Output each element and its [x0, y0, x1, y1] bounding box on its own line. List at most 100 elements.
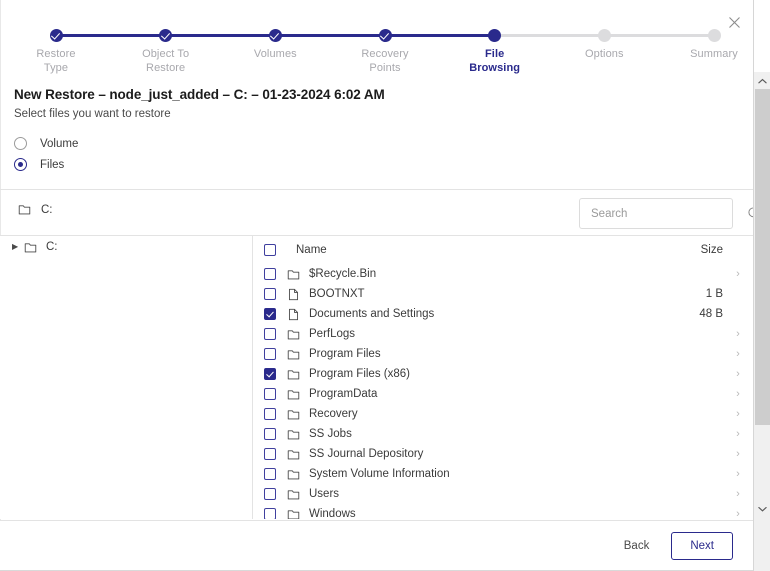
file-list-row[interactable]: Documents and Settings 48 B	[254, 304, 753, 324]
file-list-row[interactable]: ProgramData ›	[254, 384, 753, 404]
chevron-right-icon[interactable]: ›	[736, 268, 740, 280]
file-list-row[interactable]: $Recycle.Bin ›	[254, 264, 753, 284]
stepper-step-volumes[interactable]: Volumes	[220, 26, 330, 61]
stepper-step-restore-type[interactable]: Restore Type	[1, 26, 111, 75]
caret-right-icon[interactable]: ▶	[12, 242, 19, 251]
row-checkbox[interactable]	[264, 388, 276, 400]
row-checkbox[interactable]	[264, 328, 276, 340]
row-name: Recovery	[309, 408, 358, 420]
stepper-step-label: Options	[585, 48, 624, 60]
row-checkbox[interactable]	[264, 428, 276, 440]
radio-volume-indicator[interactable]	[14, 137, 27, 150]
wizard-stepper: Restore Type Object To Restore Volumes Recove…	[0, 26, 753, 74]
row-name: $Recycle.Bin	[309, 268, 377, 280]
tree-node[interactable]: ▶ C:	[0, 236, 252, 258]
next-button[interactable]: Next	[671, 531, 733, 560]
file-list-row[interactable]: Recovery ›	[254, 404, 753, 424]
file-list-panel: Name Size $Recycle.Bin › BOOTNXT 1 B Documen…	[254, 236, 753, 519]
folder-icon	[287, 508, 300, 520]
file-list-row[interactable]: Program Files ›	[254, 344, 753, 364]
chevron-right-icon[interactable]: ›	[736, 328, 740, 340]
scroll-up-icon[interactable]	[754, 72, 770, 89]
folder-icon	[287, 488, 300, 501]
search-input[interactable]	[589, 206, 747, 221]
row-name: System Volume Information	[309, 468, 450, 480]
radio-option-volume[interactable]: Volume	[14, 137, 78, 150]
row-name: Program Files (x86)	[309, 368, 410, 380]
folder-icon	[24, 241, 37, 254]
radio-volume-label: Volume	[40, 137, 79, 150]
select-all-checkbox[interactable]	[264, 244, 276, 256]
file-list-row[interactable]: Program Files (x86) ›	[254, 364, 753, 384]
check-icon	[268, 29, 282, 42]
row-checkbox[interactable]	[264, 448, 276, 460]
folder-icon	[287, 428, 300, 441]
row-name: SS Jobs	[309, 428, 352, 440]
step-dot-icon	[488, 29, 502, 42]
stepper-step-options[interactable]: Options	[549, 26, 659, 61]
row-size: 48 B	[699, 308, 723, 320]
scroll-down-icon[interactable]	[754, 500, 770, 517]
folder-icon	[287, 408, 300, 421]
chevron-right-icon[interactable]: ›	[736, 388, 740, 400]
row-checkbox[interactable]	[264, 288, 276, 300]
file-list-row[interactable]: BOOTNXT 1 B	[254, 284, 753, 304]
file-list-row[interactable]: SS Jobs ›	[254, 424, 753, 444]
back-button[interactable]: Back	[614, 534, 660, 558]
file-list-row[interactable]: System Volume Information ›	[254, 464, 753, 484]
file-list-row[interactable]: PerfLogs ›	[254, 324, 753, 344]
chevron-right-icon[interactable]: ›	[736, 428, 740, 440]
row-checkbox[interactable]	[264, 308, 276, 320]
file-icon	[287, 308, 300, 321]
file-list-row[interactable]: SS Journal Depository ›	[254, 444, 753, 464]
stepper-step-object-to-restore[interactable]: Object To Restore	[111, 26, 221, 75]
breadcrumb-path: C:	[41, 203, 53, 216]
stepper-step-label: Summary	[690, 48, 738, 60]
stepper-step-file-browsing[interactable]: File Browsing	[440, 26, 550, 75]
stepper-step-label: Object To Restore	[142, 48, 190, 74]
chevron-right-icon[interactable]: ›	[736, 468, 740, 480]
row-checkbox[interactable]	[264, 508, 276, 519]
file-list-header: Name Size	[254, 236, 753, 264]
row-name: Program Files	[309, 348, 381, 360]
file-list-row[interactable]: Windows ›	[254, 504, 753, 519]
check-icon	[49, 29, 63, 42]
folder-tree-panel: ▶ C:	[0, 236, 253, 519]
radio-files-indicator[interactable]	[14, 158, 27, 171]
row-checkbox[interactable]	[264, 268, 276, 280]
chevron-right-icon[interactable]: ›	[736, 448, 740, 460]
folder-icon	[287, 448, 300, 461]
folder-icon	[287, 368, 300, 381]
radio-option-files[interactable]: Files	[14, 158, 64, 171]
row-checkbox[interactable]	[264, 368, 276, 380]
file-list-row[interactable]: Users ›	[254, 484, 753, 504]
row-checkbox[interactable]	[264, 488, 276, 500]
row-checkbox[interactable]	[264, 468, 276, 480]
column-header-name: Name	[296, 244, 327, 256]
divider-list-header	[0, 235, 753, 236]
row-checkbox[interactable]	[264, 408, 276, 420]
window-scrollbar[interactable]	[753, 0, 770, 571]
breadcrumb[interactable]: C:	[18, 203, 53, 216]
chevron-right-icon[interactable]: ›	[736, 368, 740, 380]
row-checkbox[interactable]	[264, 348, 276, 360]
row-name: PerfLogs	[309, 328, 356, 340]
check-icon	[159, 29, 173, 42]
chevron-right-icon[interactable]: ›	[736, 348, 740, 360]
chevron-right-icon[interactable]: ›	[736, 508, 740, 519]
chevron-right-icon[interactable]: ›	[736, 488, 740, 500]
stepper-step-summary[interactable]: Summary	[659, 26, 769, 61]
dialog-footer: Back Next	[0, 521, 753, 570]
search-box[interactable]	[579, 198, 761, 229]
stepper-step-label: Recovery Points	[361, 48, 409, 74]
row-name: BOOTNXT	[309, 288, 365, 300]
stepper-step-recovery-points[interactable]: Recovery Points	[330, 26, 440, 75]
folder-icon	[287, 388, 300, 401]
chevron-right-icon[interactable]: ›	[736, 408, 740, 420]
scrollbar-track-top	[754, 0, 770, 72]
close-icon[interactable]	[724, 12, 744, 32]
folder-icon	[287, 328, 300, 341]
page-title: New Restore – node_just_added – C: – 01-…	[14, 87, 385, 102]
scrollbar-thumb[interactable]	[755, 89, 770, 425]
folder-icon	[18, 203, 31, 216]
